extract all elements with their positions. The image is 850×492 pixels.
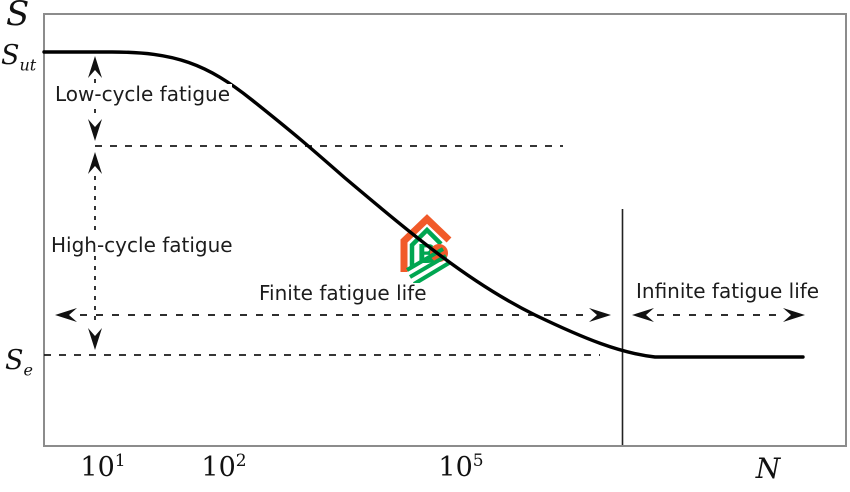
- watermark-outer-roof: [400, 214, 452, 272]
- infinite-fatigue-life-label: Infinite fatigue life: [634, 279, 822, 303]
- se-subscript: e: [23, 360, 33, 380]
- arrowhead-right-icon: [783, 308, 805, 322]
- low-cycle-range-arrow: [88, 56, 102, 141]
- finite-fatigue-life-label: Finite fatigue life: [257, 281, 429, 305]
- x-axis-label: N: [755, 452, 781, 485]
- infinite-life-range-arrow: [632, 308, 805, 322]
- tick-exponent: 5: [472, 451, 484, 471]
- arrowhead-left-icon: [632, 308, 654, 322]
- arrowhead-up-icon: [88, 56, 102, 78]
- arrowhead-left-icon: [55, 308, 77, 322]
- arrowhead-down-icon: [88, 328, 102, 350]
- plot-frame: [43, 13, 847, 447]
- arrowhead-up-icon: [88, 152, 102, 174]
- tick-exponent: 1: [114, 451, 126, 471]
- y-tick-se: Se: [5, 345, 33, 380]
- low-cycle-fatigue-label: Low-cycle fatigue: [53, 82, 233, 106]
- sut-symbol: S: [1, 40, 20, 71]
- x-tick-10-5: 105: [438, 452, 483, 483]
- y-tick-sut: Sut: [1, 40, 37, 75]
- tick-base: 10: [80, 452, 115, 483]
- x-tick-10-1: 101: [80, 452, 125, 483]
- sn-curve-path: [42, 50, 805, 359]
- tick-exponent: 2: [235, 451, 247, 471]
- tick-base: 10: [438, 452, 473, 483]
- se-symbol: S: [5, 345, 24, 376]
- sut-subscript: ut: [19, 55, 37, 75]
- arrowhead-right-icon: [589, 308, 611, 322]
- x-tick-10-2: 102: [201, 452, 246, 483]
- y-axis-label: S: [6, 0, 30, 34]
- arrowhead-down-icon: [88, 119, 102, 141]
- tick-base: 10: [201, 452, 236, 483]
- watermark-logo: B: [400, 214, 452, 286]
- high-cycle-fatigue-label: High-cycle fatigue: [49, 233, 235, 257]
- finite-life-range-arrow: [55, 308, 611, 322]
